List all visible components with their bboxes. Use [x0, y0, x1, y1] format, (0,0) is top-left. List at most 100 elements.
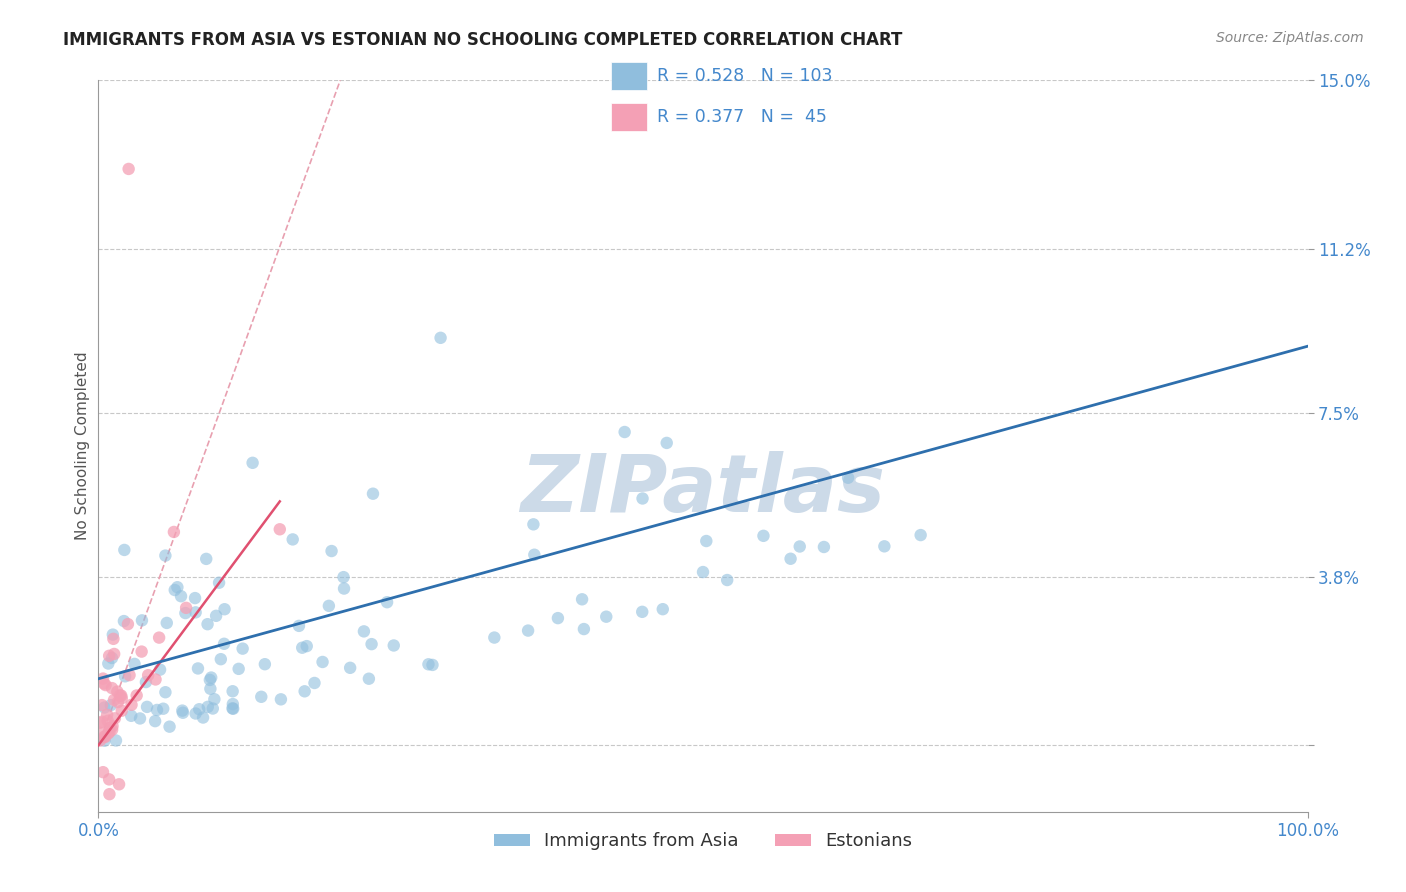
Point	[98, 787, 121, 801]
Point	[131, 644, 153, 658]
Point	[152, 702, 174, 716]
Point	[572, 622, 595, 636]
Point	[214, 602, 236, 616]
Point	[108, 777, 131, 791]
Point	[159, 720, 181, 734]
Point	[655, 436, 678, 450]
Point	[253, 657, 276, 672]
Y-axis label: No Schooling Completed: No Schooling Completed	[75, 351, 90, 541]
Point	[118, 161, 141, 176]
Point	[120, 708, 142, 723]
Point	[910, 528, 932, 542]
Point	[110, 689, 132, 703]
Point	[242, 456, 264, 470]
Point	[197, 699, 219, 714]
Point	[103, 647, 125, 661]
Point	[91, 765, 114, 780]
Point	[523, 548, 546, 562]
Point	[163, 582, 186, 597]
Point	[111, 691, 134, 706]
Point	[145, 673, 167, 687]
Point	[595, 609, 617, 624]
Point	[98, 648, 121, 663]
Point	[695, 534, 717, 549]
Point	[96, 707, 118, 722]
Point	[101, 627, 124, 641]
Point	[197, 617, 219, 632]
Point	[752, 529, 775, 543]
Point	[631, 605, 654, 619]
Point	[208, 575, 231, 590]
Point	[125, 689, 148, 703]
Point	[195, 552, 218, 566]
Point	[136, 699, 159, 714]
Point	[422, 657, 444, 672]
Point	[131, 613, 153, 627]
Point	[121, 698, 143, 712]
Point	[89, 733, 111, 747]
Point	[209, 652, 232, 666]
Point	[547, 611, 569, 625]
Point	[94, 730, 117, 744]
Point	[101, 651, 124, 665]
Point	[103, 693, 125, 707]
Point	[163, 524, 186, 539]
Point	[651, 602, 673, 616]
Point	[269, 522, 291, 536]
Point	[200, 681, 222, 696]
Point	[288, 619, 311, 633]
Point	[155, 549, 177, 563]
Text: Source: ZipAtlas.com: Source: ZipAtlas.com	[1216, 31, 1364, 45]
Point	[571, 592, 593, 607]
Point	[232, 641, 254, 656]
Point	[112, 614, 135, 628]
Point	[205, 608, 228, 623]
Point	[91, 698, 114, 712]
Point	[117, 617, 139, 632]
Point	[112, 543, 135, 558]
Point	[114, 669, 136, 683]
Point	[418, 657, 440, 672]
Point	[321, 544, 343, 558]
Point	[172, 704, 194, 718]
Point	[187, 661, 209, 675]
Point	[156, 615, 179, 630]
Point	[382, 639, 405, 653]
Point	[89, 715, 111, 730]
Point	[124, 657, 146, 671]
Point	[97, 714, 120, 728]
Point	[101, 681, 124, 695]
Point	[118, 668, 141, 682]
Point	[250, 690, 273, 704]
Point	[304, 676, 326, 690]
Point	[93, 733, 115, 747]
Point	[98, 721, 121, 735]
Point	[101, 723, 124, 737]
Point	[90, 714, 112, 729]
Point	[198, 673, 221, 687]
Point	[104, 733, 127, 747]
Point	[375, 595, 398, 609]
Point	[172, 706, 194, 720]
Point	[429, 331, 451, 345]
Point	[91, 672, 114, 686]
Point	[360, 637, 382, 651]
Point	[716, 573, 738, 587]
Point	[94, 678, 117, 692]
Point	[103, 632, 125, 646]
Point	[191, 710, 214, 724]
Point	[170, 589, 193, 603]
Point	[779, 551, 801, 566]
Point	[129, 711, 152, 725]
Point	[108, 689, 131, 703]
Point	[517, 624, 540, 638]
Point	[135, 675, 157, 690]
Point	[98, 725, 121, 739]
Point	[101, 719, 124, 733]
Point	[270, 692, 292, 706]
Point	[184, 606, 207, 620]
Point	[291, 640, 314, 655]
Point	[136, 668, 159, 682]
Point	[357, 672, 380, 686]
Point	[100, 698, 122, 713]
